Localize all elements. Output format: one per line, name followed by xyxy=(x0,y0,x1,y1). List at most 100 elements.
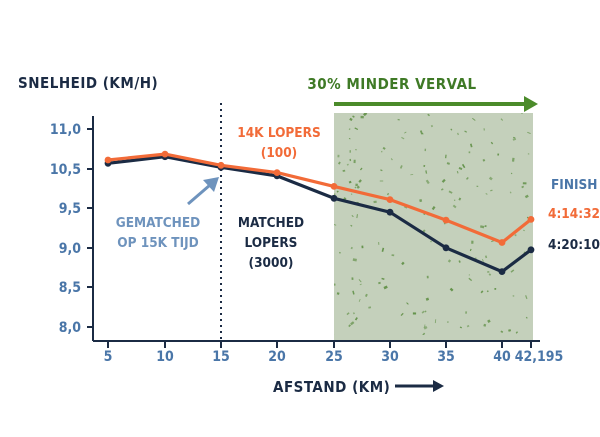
texture-speck xyxy=(447,259,452,263)
texture-speck xyxy=(431,206,436,211)
data-point-14k-lopers xyxy=(273,169,281,177)
texture-speck xyxy=(380,169,383,172)
annotation-line: GEMATCHED xyxy=(116,215,200,231)
texture-speck xyxy=(423,164,426,168)
texture-speck xyxy=(381,150,383,153)
shaded-region-texture xyxy=(334,113,531,335)
texture-speck xyxy=(452,204,457,209)
texture-speck xyxy=(458,260,461,263)
texture-speck xyxy=(480,290,484,294)
texture-speck xyxy=(356,185,360,189)
texture-speck xyxy=(348,128,351,131)
shaded-region xyxy=(334,113,533,341)
y-tick-label: 9,5 xyxy=(59,201,81,217)
texture-speck xyxy=(336,190,339,193)
texture-speck xyxy=(430,240,432,243)
y-axis-ticks: 11,0 10,5 9,5 9,0 8,5 8,0 xyxy=(50,122,93,336)
texture-speck xyxy=(358,298,361,302)
finish-time-orange: 4:14:32 xyxy=(548,206,600,222)
data-point-matched-lopers xyxy=(498,268,506,275)
data-point-14k-lopers xyxy=(217,161,225,169)
texture-speck xyxy=(362,113,368,117)
texture-speck xyxy=(360,115,364,119)
x-tick-label: 10 xyxy=(156,349,174,365)
data-point-14k-lopers xyxy=(330,183,338,190)
texture-speck xyxy=(471,240,474,244)
texture-speck xyxy=(397,118,400,121)
texture-speck xyxy=(350,321,355,326)
texture-speck xyxy=(368,306,372,309)
annotation-line: (3000) xyxy=(249,255,294,271)
x-tick-label: 30 xyxy=(381,349,399,365)
texture-speck xyxy=(350,193,353,195)
texture-speck xyxy=(524,194,529,199)
matched-annotation-arrow-line xyxy=(187,183,211,206)
texture-speck xyxy=(419,199,423,203)
texture-speck xyxy=(512,295,515,297)
texture-speck xyxy=(354,186,357,189)
texture-speck xyxy=(514,234,517,237)
texture-speck xyxy=(490,141,494,145)
x-axis-title-arrow xyxy=(395,380,444,392)
texture-speck xyxy=(423,213,426,216)
texture-speck xyxy=(449,287,454,292)
texture-speck xyxy=(346,312,350,316)
texture-speck xyxy=(421,332,426,335)
region-arrow xyxy=(334,96,538,112)
texture-speck xyxy=(468,274,471,276)
texture-speck xyxy=(487,319,491,323)
texture-speck xyxy=(527,153,530,155)
region-arrow-head xyxy=(524,96,538,112)
x-tick-label: 25 xyxy=(325,349,343,365)
texture-speck xyxy=(337,154,340,158)
texture-speck xyxy=(515,331,519,334)
navy-series-label: MATCHED LOPERS (3000) xyxy=(238,215,304,271)
texture-speck xyxy=(476,185,479,187)
x-tick-label: 42,195 xyxy=(515,349,564,365)
texture-speck xyxy=(401,261,405,266)
data-point-matched-lopers xyxy=(527,246,535,254)
texture-speck xyxy=(486,290,489,293)
texture-speck xyxy=(481,259,484,262)
texture-speck xyxy=(401,136,405,140)
data-point-matched-lopers xyxy=(442,244,450,252)
x-axis-title: AFSTAND (KM) xyxy=(273,378,390,396)
texture-speck xyxy=(465,311,468,314)
y-tick-label: 11,0 xyxy=(50,122,81,138)
series-layer xyxy=(104,150,535,275)
texture-speck xyxy=(334,283,336,286)
texture-speck xyxy=(381,247,385,252)
texture-speck xyxy=(523,229,525,232)
texture-speck xyxy=(425,297,430,301)
annotation-line: LOPERS xyxy=(245,235,298,251)
x-tick-label: 40 xyxy=(493,349,511,365)
y-axis-title: SNELHEID (KM/H) xyxy=(18,74,158,92)
texture-speck xyxy=(379,180,384,182)
orange-series-label: 14K LOPERS (100) xyxy=(237,125,320,161)
y-tick-label: 10,5 xyxy=(50,162,81,178)
texture-speck xyxy=(509,191,512,194)
data-point-matched-lopers xyxy=(386,208,394,216)
texture-speck xyxy=(488,273,492,276)
matched-annotation-arrow xyxy=(187,177,219,206)
texture-speck xyxy=(483,323,487,327)
texture-speck xyxy=(512,136,516,139)
x-axis-ticks: 5 10 15 20 25 30 35 40 42,195 xyxy=(104,341,564,365)
texture-speck xyxy=(466,324,470,328)
texture-speck xyxy=(527,131,531,134)
texture-speck xyxy=(358,179,362,183)
texture-speck xyxy=(446,162,450,165)
texture-speck xyxy=(494,288,497,290)
texture-speck xyxy=(390,158,393,161)
texture-speck xyxy=(458,166,463,171)
texture-speck xyxy=(359,167,363,171)
texture-speck xyxy=(350,224,353,227)
texture-speck xyxy=(440,188,444,191)
texture-speck xyxy=(469,143,473,148)
texture-speck xyxy=(349,117,353,122)
texture-speck xyxy=(450,128,453,131)
texture-speck xyxy=(339,251,341,254)
texture-speck xyxy=(430,124,434,128)
data-point-14k-lopers xyxy=(104,156,112,164)
texture-speck xyxy=(456,171,459,174)
